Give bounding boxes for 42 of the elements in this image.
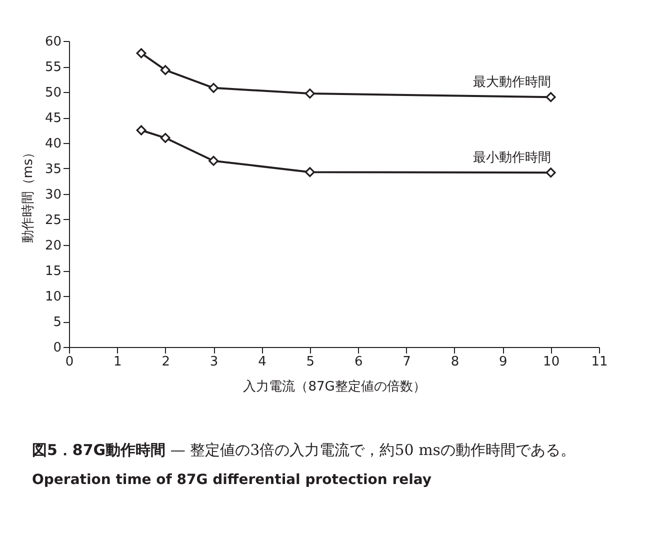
x-tick-label: 10 bbox=[543, 354, 560, 370]
text: 図5．87G動作時間 bbox=[32, 441, 166, 459]
text: Operation time of 87G differential protection relay bbox=[32, 472, 433, 488]
point bbox=[136, 125, 146, 136]
point bbox=[304, 167, 315, 178]
series-label: 最大動作時間 bbox=[472, 75, 551, 90]
x-tick-label: 6 bbox=[354, 354, 363, 370]
y-tick-label: 5 bbox=[53, 315, 62, 330]
series-label: 最小動作時間 bbox=[472, 150, 551, 166]
y-tick-label: 55 bbox=[44, 60, 62, 75]
x-tick-label: 5 bbox=[306, 354, 315, 370]
point bbox=[546, 168, 556, 178]
x-tick-label: 7 bbox=[402, 354, 411, 370]
y-tick-label: 10 bbox=[44, 290, 62, 304]
y-tick-label: 15 bbox=[44, 264, 62, 279]
y-tick-label: 60 bbox=[44, 34, 62, 50]
point bbox=[304, 88, 315, 99]
x-axis-title: 入力電流（87G整定値の倍数） bbox=[243, 378, 426, 394]
y-tick-label: 45 bbox=[44, 111, 62, 126]
y-tick-label: 50 bbox=[44, 86, 62, 100]
point bbox=[208, 156, 219, 166]
point bbox=[160, 65, 170, 76]
text: — 整定値の3倍の入力電流で，約50 msの動作時間である。 bbox=[170, 441, 576, 459]
point bbox=[546, 92, 556, 102]
x-tick-label: 2 bbox=[162, 354, 170, 370]
x-tick-label: 4 bbox=[258, 354, 266, 370]
x-tick-label: 8 bbox=[450, 354, 460, 370]
y-tick-label: 20 bbox=[44, 238, 62, 254]
x-tick-label: 3 bbox=[210, 354, 218, 370]
x-tick-label: 0 bbox=[65, 354, 74, 370]
x-tick-label: 9 bbox=[498, 354, 508, 370]
x-tick-label: 1 bbox=[114, 354, 122, 370]
point bbox=[160, 132, 170, 143]
y-tick-label: 0 bbox=[53, 340, 62, 356]
x-tick-label: 11 bbox=[591, 354, 608, 370]
point bbox=[136, 48, 146, 58]
y-axis-title: 動作時間（ms） bbox=[20, 146, 36, 244]
y-tick-label: 25 bbox=[44, 213, 62, 228]
y-tick-label: 40 bbox=[44, 136, 62, 152]
point bbox=[208, 82, 219, 93]
y-tick-label: 35 bbox=[44, 162, 62, 177]
y-tick-label: 30 bbox=[44, 188, 62, 202]
